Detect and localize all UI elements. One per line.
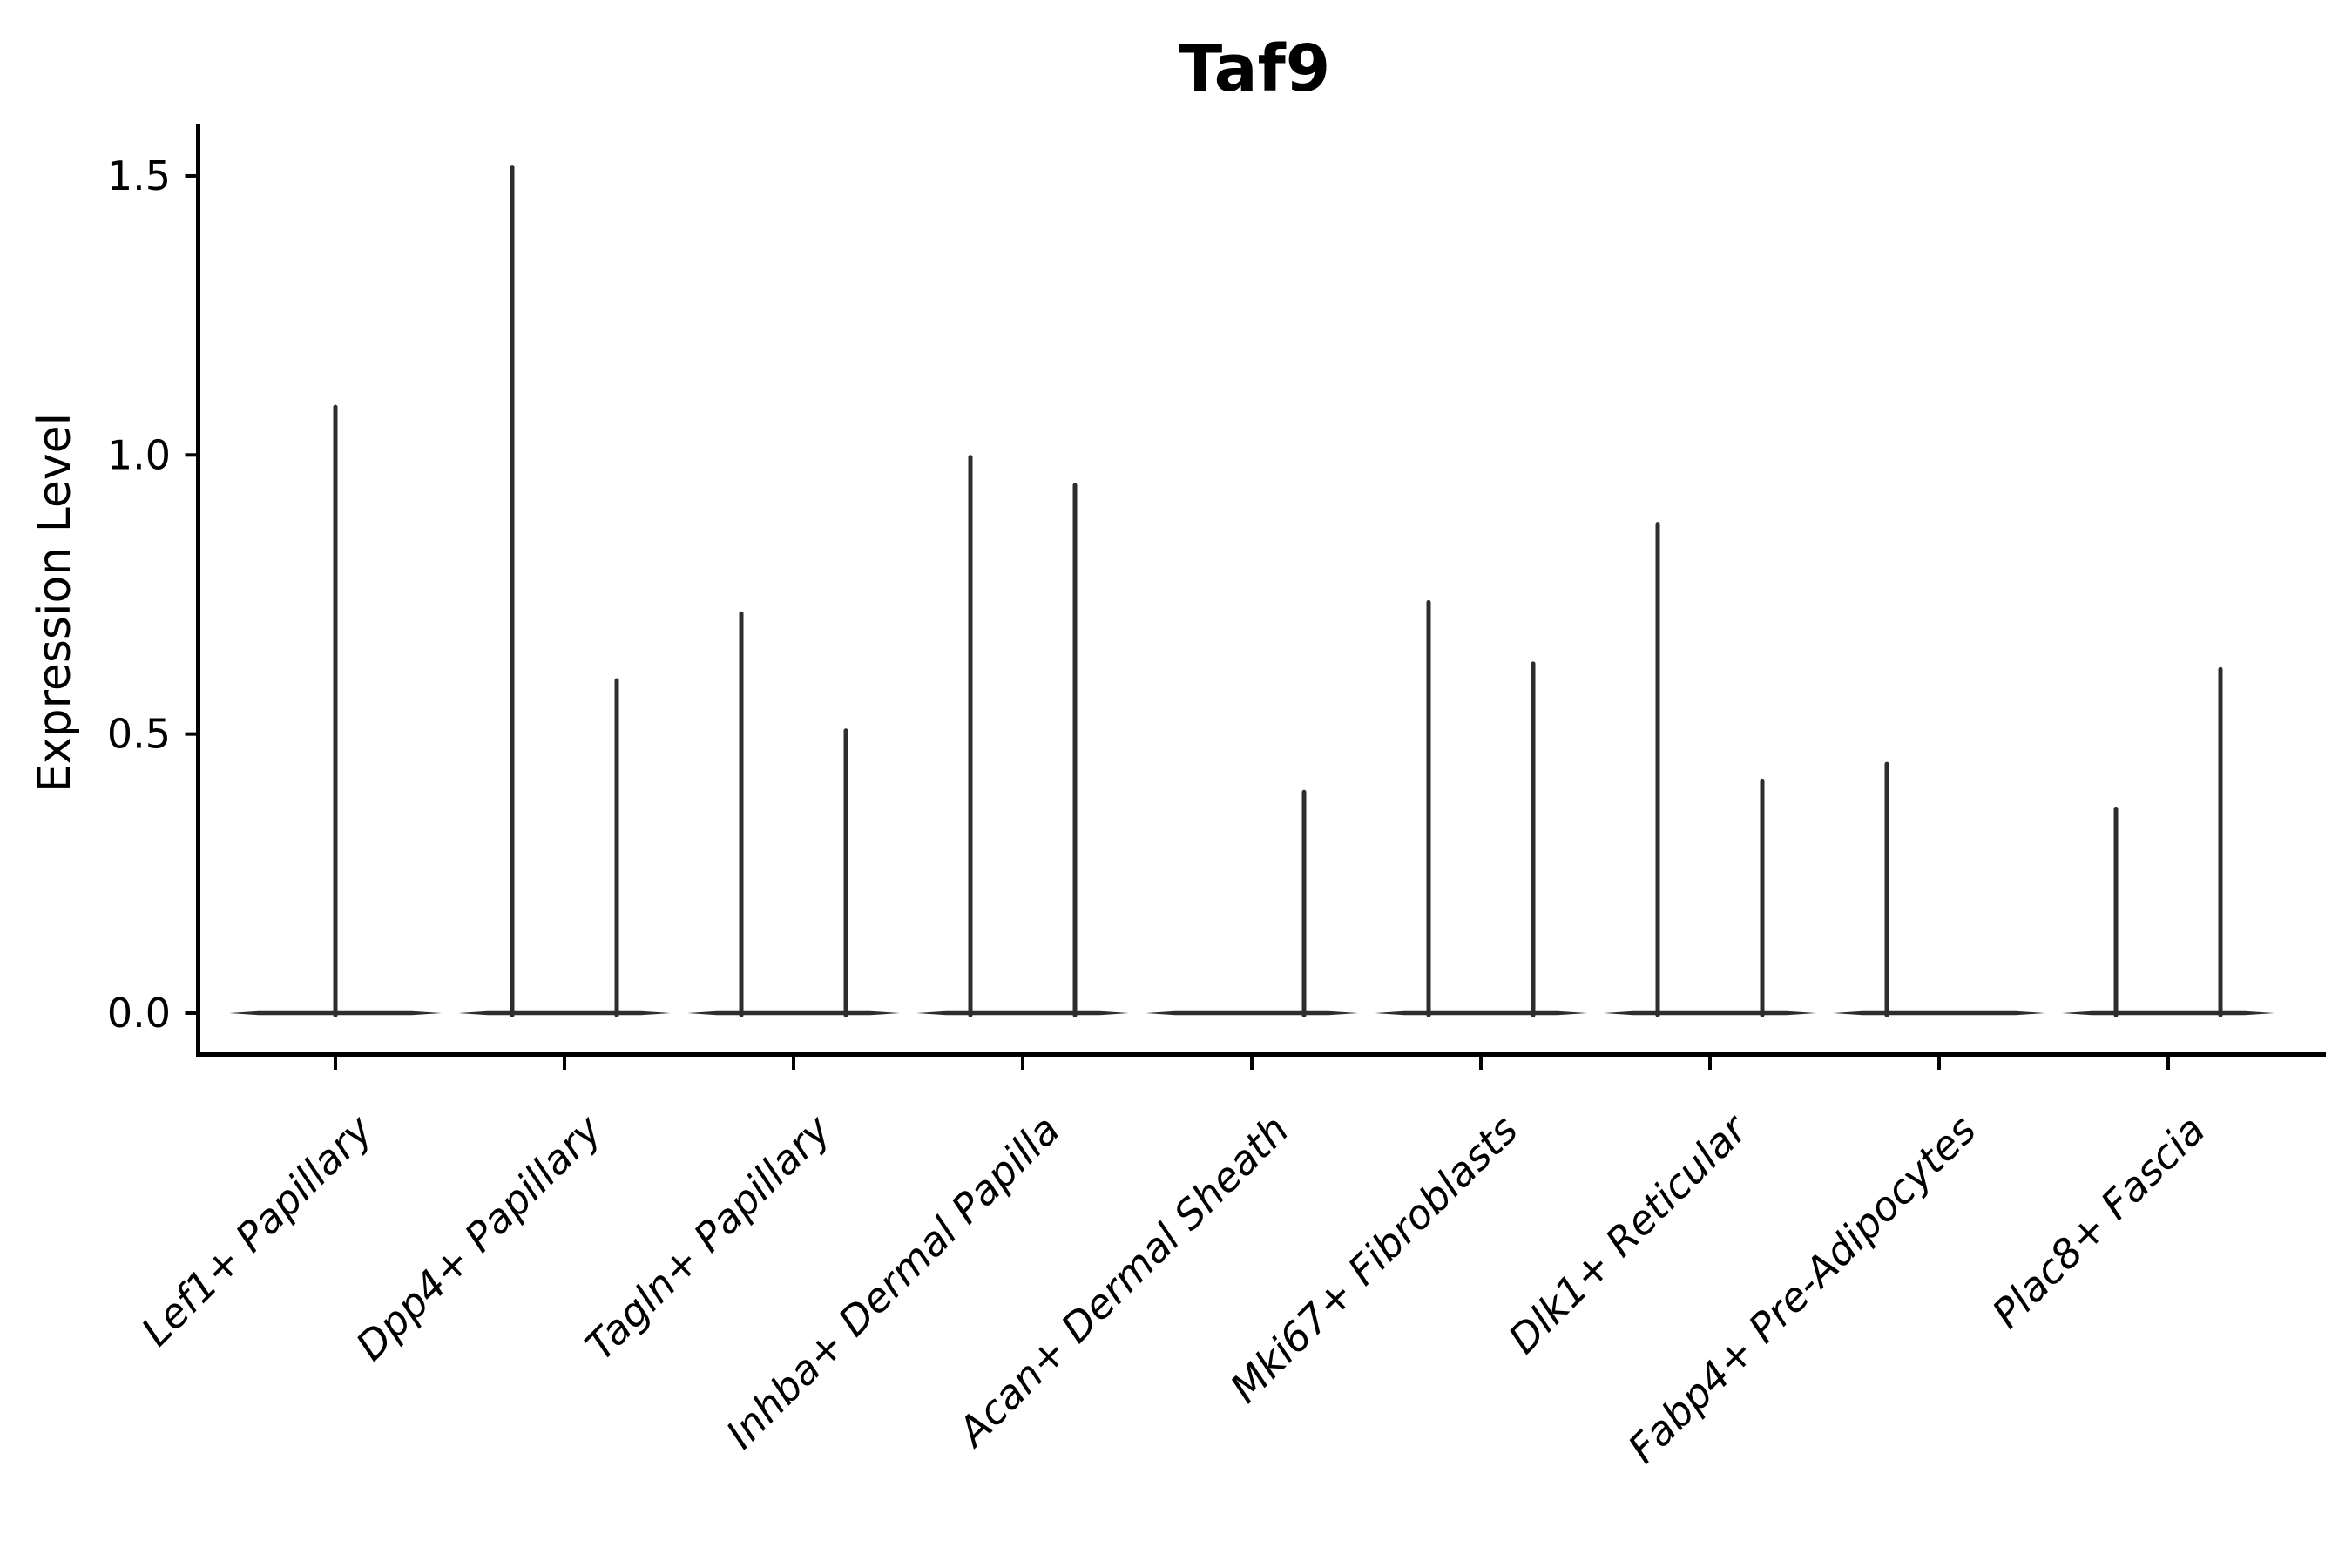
y-tick-label: 0.0 — [107, 990, 171, 1037]
violin-baseline — [1833, 1010, 2045, 1016]
plot-title: Taf9 — [1179, 31, 1331, 106]
violin-baseline — [1375, 1010, 1587, 1016]
y-tick-label: 0.5 — [107, 711, 171, 758]
y-axis-label: Expression Level — [29, 413, 81, 793]
y-tick-label: 1.5 — [107, 152, 171, 199]
y-tick-label: 1.0 — [107, 431, 171, 478]
violin-baseline — [1146, 1010, 1358, 1016]
violin-baseline — [1604, 1010, 1816, 1016]
violin-baseline — [687, 1010, 900, 1016]
violin-layer — [229, 165, 2274, 1017]
violin-baseline — [458, 1010, 671, 1016]
violin-baseline — [916, 1010, 1129, 1016]
violin-baseline — [2062, 1010, 2274, 1016]
